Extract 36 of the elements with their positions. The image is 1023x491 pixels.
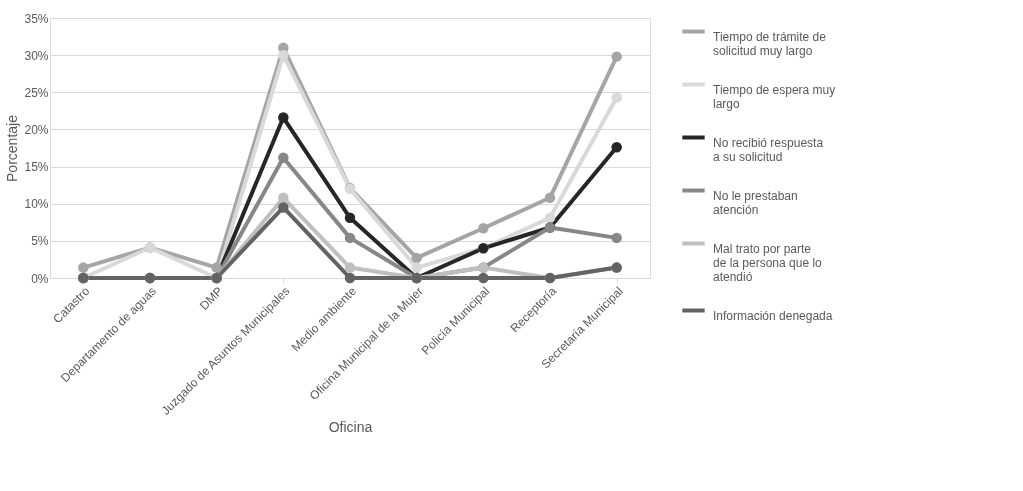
point [611, 51, 622, 62]
point [278, 152, 289, 163]
legend-label: Información denegada [713, 308, 833, 323]
y-tick-label: 0% [31, 271, 49, 286]
x-axis-title: Oficina [328, 419, 373, 436]
y-tick-label: 20% [24, 122, 49, 137]
legend-label: No recibió respuesta a su solicitud [713, 135, 824, 164]
y-tick-label: 10% [24, 197, 49, 212]
point [78, 262, 89, 273]
point [478, 222, 489, 234]
point [344, 212, 356, 224]
point [611, 92, 622, 103]
point [278, 202, 289, 213]
point [344, 272, 356, 284]
point [411, 262, 422, 273]
legend-label: Tiempo de espera muy largo [713, 82, 836, 111]
legend-label: Mal trato por parte de la persona que lo atendió [713, 241, 823, 284]
point [478, 272, 489, 284]
point [278, 112, 289, 123]
point [611, 232, 622, 244]
y-axis-title: Porcentaje [4, 114, 21, 182]
point [411, 252, 422, 264]
point [278, 192, 289, 204]
legend-label: Tiempo de trámite de solicitud muy largo [713, 29, 827, 58]
point [544, 192, 556, 204]
point [211, 262, 222, 273]
y-tick-label: 30% [24, 48, 49, 63]
point [344, 232, 356, 244]
y-tick-label: 15% [24, 160, 49, 175]
legend-label: No le prestaban atención [713, 188, 798, 217]
y-tick-label: 5% [31, 234, 49, 249]
y-tick-label: 25% [24, 85, 49, 100]
point [544, 212, 556, 224]
point [611, 142, 622, 153]
point [344, 262, 356, 273]
y-tick-label: 35% [24, 11, 49, 26]
